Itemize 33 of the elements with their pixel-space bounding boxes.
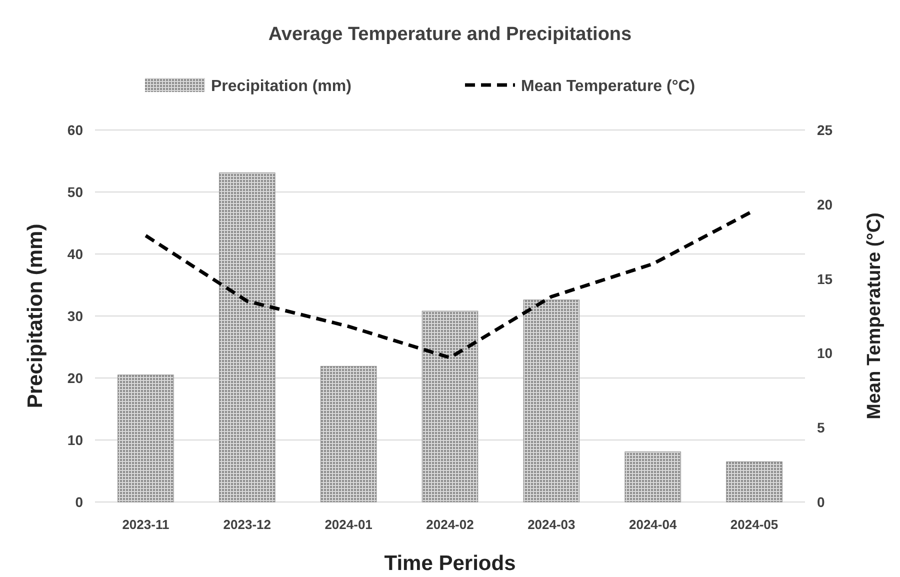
bar (422, 310, 478, 502)
bar (118, 374, 174, 502)
y2-axis-title: Mean Temperature (°C) (864, 212, 885, 420)
y2-tick-label: 5 (817, 420, 825, 436)
bar (219, 172, 276, 502)
y-tick-label: 0 (75, 494, 84, 510)
bar (523, 300, 580, 502)
y2-tick-label: 15 (817, 270, 833, 287)
chart-title: Average Temperature and Precipitations (268, 24, 632, 45)
y-tick-label: 50 (67, 184, 84, 200)
x-tick-label: 2024-01 (324, 517, 372, 532)
x-axis-title: Time Periods (384, 552, 516, 575)
y2-tick-label: 0 (817, 494, 825, 510)
x-tick-label: 2024-05 (730, 517, 778, 532)
y-tick-label: 60 (67, 122, 84, 138)
y-tick-label: 30 (67, 308, 84, 324)
x-tick-label: 2024-02 (426, 517, 474, 532)
x-tick-label: 2024-03 (528, 517, 576, 532)
y2-tick-label: 10 (817, 345, 833, 362)
y-tick-label: 20 (67, 370, 84, 386)
bar (320, 366, 377, 502)
x-tick-label: 2024-04 (629, 517, 678, 532)
y-axis-title: Precipitation (mm) (24, 224, 47, 408)
bar (624, 452, 681, 502)
x-tick-label: 2023-12 (223, 517, 271, 532)
y-tick-label: 10 (67, 432, 84, 448)
y2-tick-label: 20 (817, 196, 833, 212)
y-tick-label: 40 (67, 246, 84, 262)
bar (726, 461, 782, 502)
legend-label: Mean Temperature (°C) (521, 78, 696, 95)
x-tick-label: 2023-11 (122, 517, 170, 532)
y2-tick-label: 25 (817, 122, 833, 138)
legend-label: Precipitation (mm) (211, 78, 352, 95)
